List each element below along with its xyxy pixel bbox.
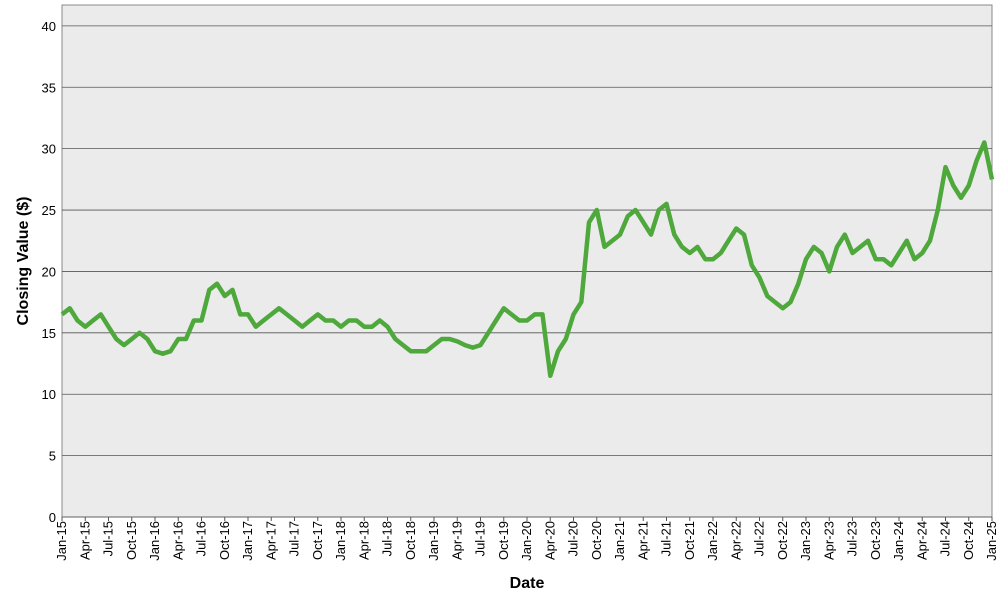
x-tick-label: Oct-16: [217, 521, 232, 560]
y-tick-label: 5: [49, 449, 56, 464]
x-tick-label: Apr-15: [77, 521, 92, 560]
x-tick-label: Apr-19: [449, 521, 464, 560]
y-tick-label: 15: [42, 326, 56, 341]
x-tick-label: Oct-22: [775, 521, 790, 560]
x-tick-label: Apr-18: [356, 521, 371, 560]
x-tick-label: Jul-15: [101, 521, 116, 556]
x-tick-label: Jan-21: [612, 521, 627, 561]
x-tick-label: Jul-24: [938, 521, 953, 556]
x-tick-label: Apr-22: [728, 521, 743, 560]
plot-area: [61, 4, 993, 518]
x-tick-label: Apr-16: [170, 521, 185, 560]
x-tick-label: Jan-16: [147, 521, 162, 561]
y-axis-title: Closing Value ($): [15, 197, 32, 326]
y-tick-label: 20: [42, 264, 56, 279]
x-tick-label: Oct-17: [310, 521, 325, 560]
x-tick-label: Jul-21: [659, 521, 674, 556]
x-tick-label: Jan-24: [891, 521, 906, 561]
y-tick-label: 10: [42, 387, 56, 402]
x-axis-title: Date: [510, 575, 545, 592]
x-tick-label: Jan-23: [798, 521, 813, 561]
x-tick-label: Jul-22: [752, 521, 767, 556]
x-tick-label: Jul-17: [287, 521, 302, 556]
x-tick-label: Jul-16: [194, 521, 209, 556]
y-tick-label: 35: [42, 80, 56, 95]
x-tick-label: Jan-19: [426, 521, 441, 561]
x-tick-label: Apr-21: [635, 521, 650, 560]
x-tick-label: Jul-23: [845, 521, 860, 556]
x-tick-label: Jul-20: [566, 521, 581, 556]
y-tick-label: 25: [42, 203, 56, 218]
y-tick-label: 0: [49, 510, 56, 525]
x-tick-label: Jul-18: [380, 521, 395, 556]
x-tick-label: Apr-17: [263, 521, 278, 560]
x-tick-label: Jan-15: [54, 521, 69, 561]
x-tick-label: Oct-19: [496, 521, 511, 560]
x-tick-label: Jul-19: [473, 521, 488, 556]
x-tick-label: Oct-23: [868, 521, 883, 560]
x-tick-label: Oct-24: [961, 521, 976, 560]
x-tick-label: Apr-20: [542, 521, 557, 560]
x-tick-label: Apr-23: [821, 521, 836, 560]
x-tick-label: Jan-18: [333, 521, 348, 561]
x-tick-label: Jan-20: [519, 521, 534, 561]
line: [60, 140, 995, 379]
x-tick-label: Jan-25: [984, 521, 999, 561]
x-tick-label: Oct-21: [682, 521, 697, 560]
y-tick-label: 30: [42, 142, 56, 157]
x-tick-label: Jan-17: [240, 521, 255, 561]
y-tick-label: 40: [42, 19, 56, 34]
x-tick-label: Jan-22: [705, 521, 720, 561]
x-tick-label: Apr-24: [914, 521, 929, 560]
x-tick-label: Oct-20: [589, 521, 604, 560]
x-tick-label: Oct-15: [124, 521, 139, 560]
x-tick-label: Oct-18: [403, 521, 418, 560]
